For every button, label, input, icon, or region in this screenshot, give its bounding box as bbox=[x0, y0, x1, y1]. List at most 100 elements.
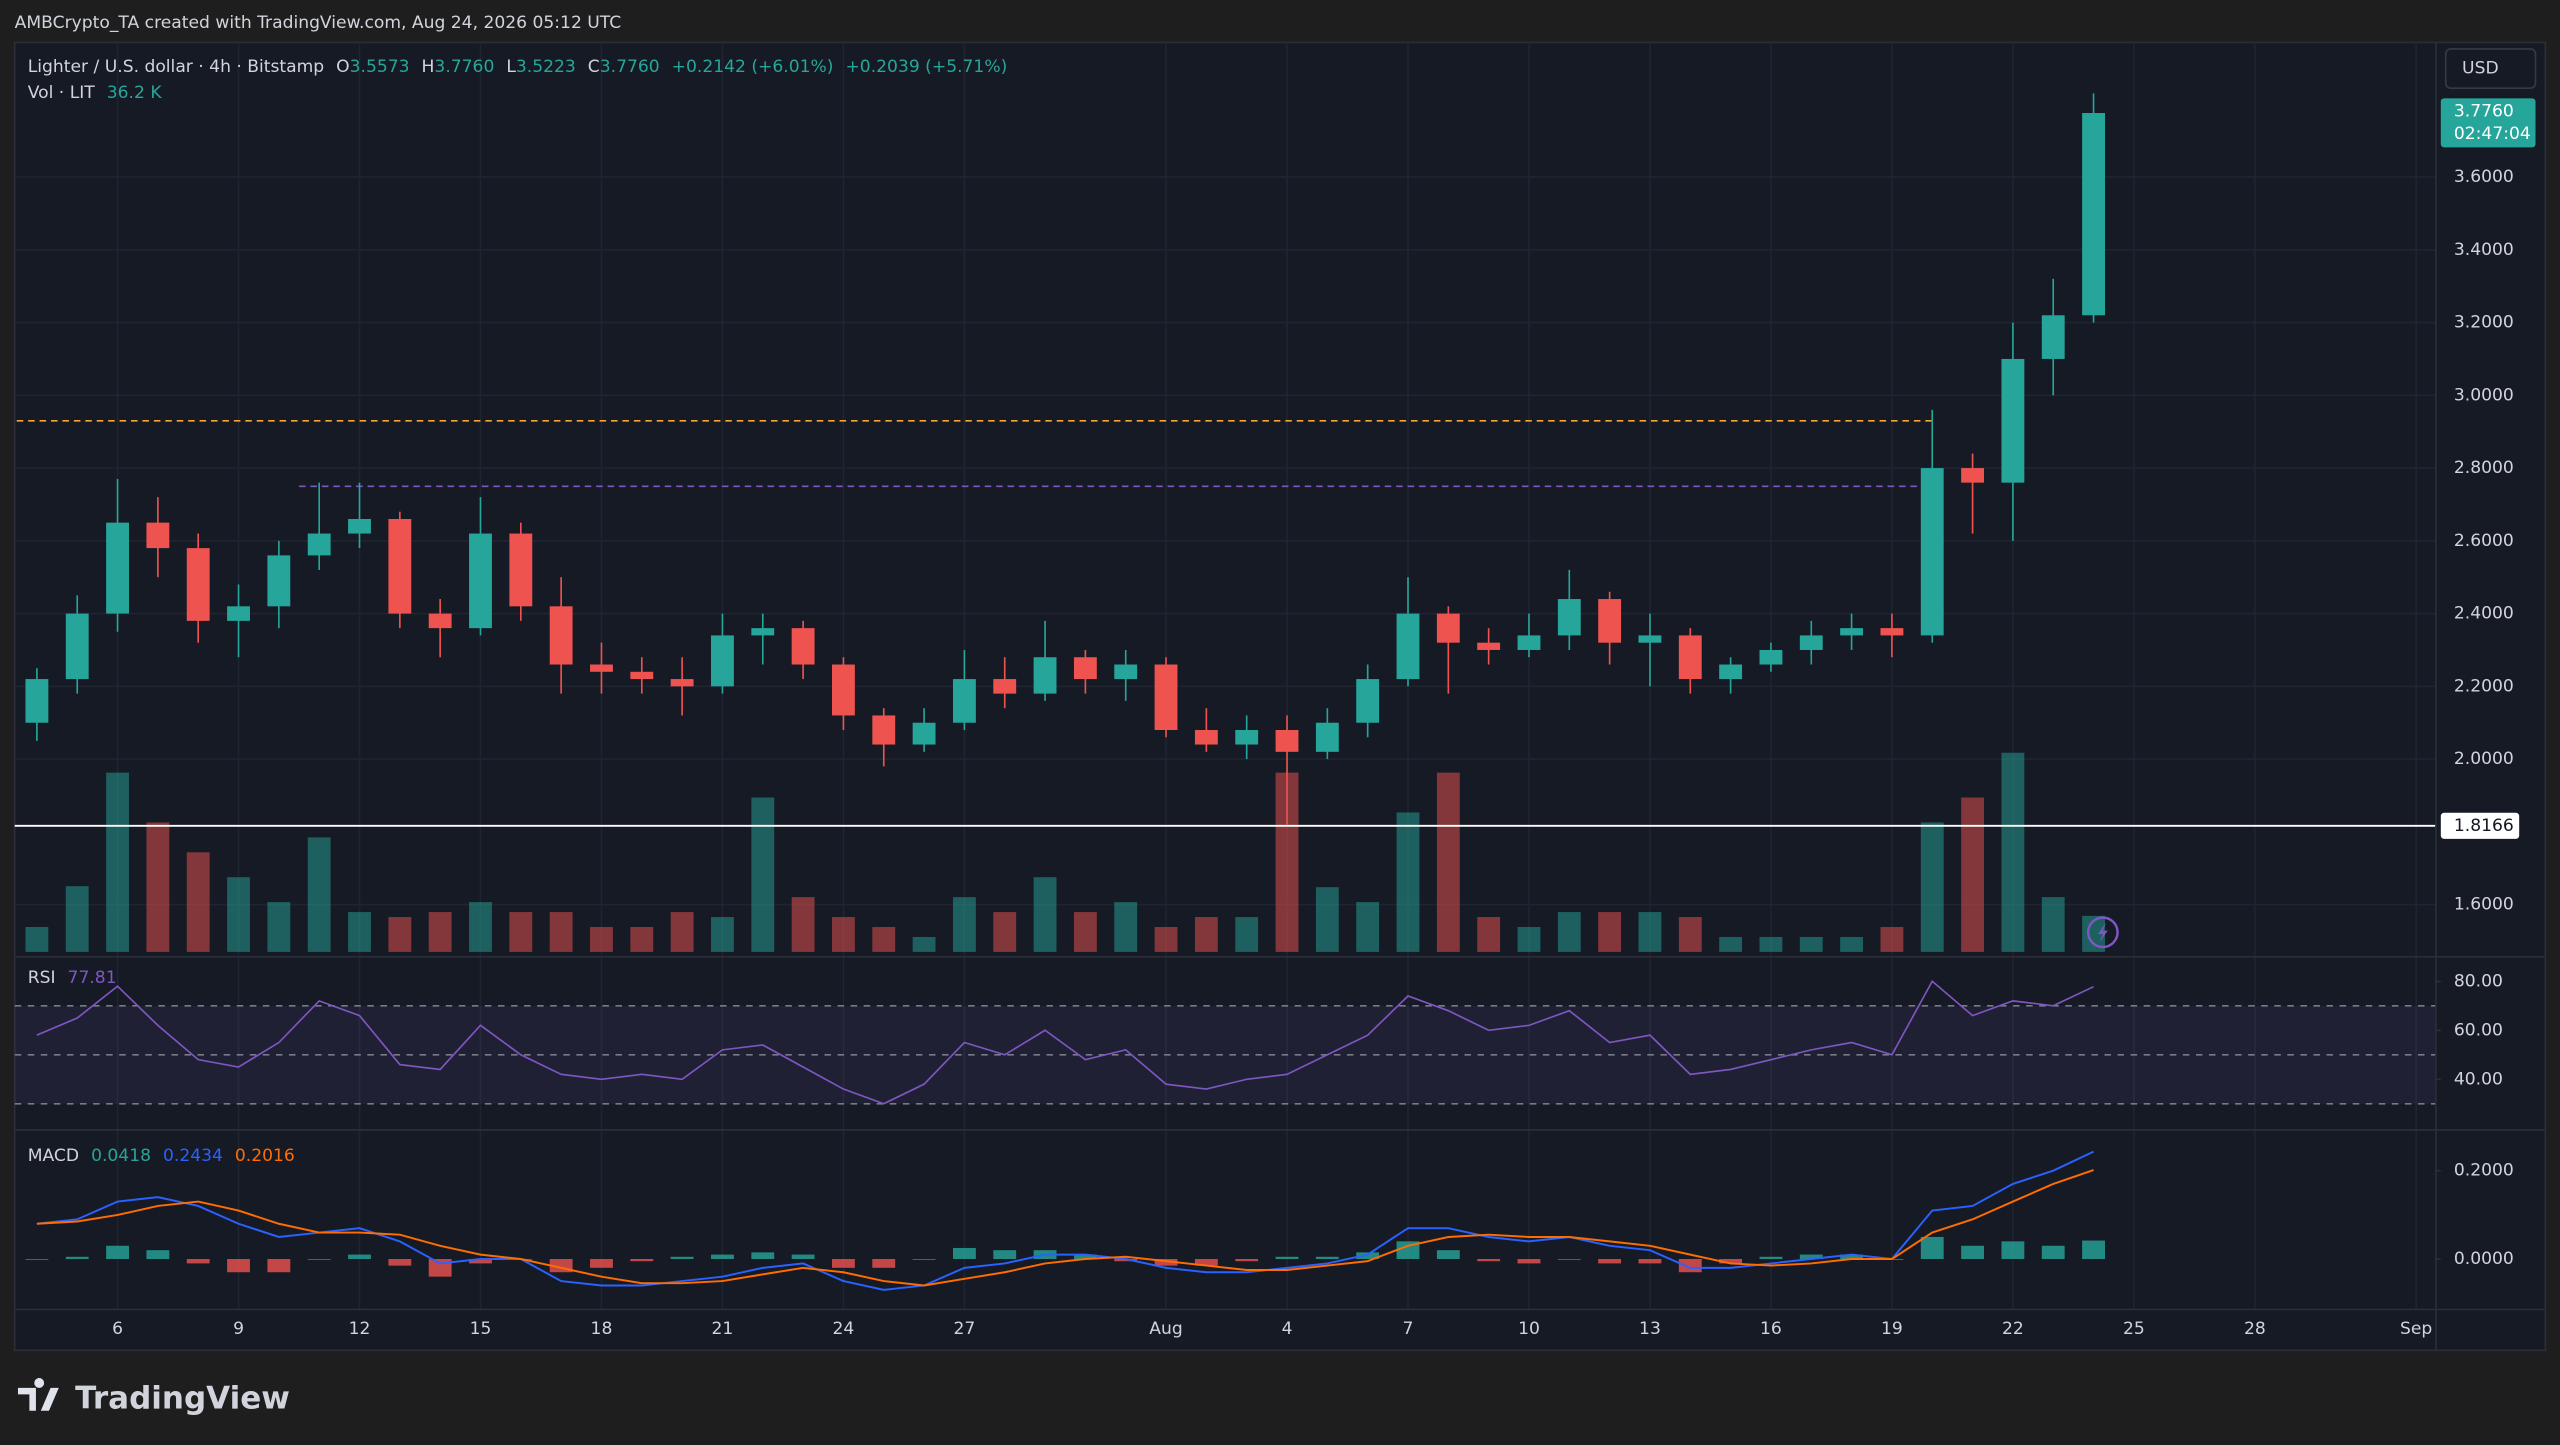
y-tick-label: 2.8000 bbox=[2454, 458, 2514, 478]
alert-icon[interactable] bbox=[2086, 916, 2119, 949]
close-value: 3.7760 bbox=[600, 57, 660, 77]
macd-histogram-bar bbox=[146, 1250, 170, 1259]
y-tick-label: 2.6000 bbox=[2454, 531, 2514, 551]
x-tick-label: 9 bbox=[233, 1319, 244, 1339]
volume-bar bbox=[186, 852, 210, 952]
volume-bar bbox=[2041, 897, 2065, 952]
volume-bar bbox=[993, 912, 1017, 952]
volume-bar bbox=[1638, 912, 1662, 952]
x-tick-label: 22 bbox=[2002, 1319, 2024, 1339]
macd-histogram-bar bbox=[590, 1258, 613, 1268]
candle-body bbox=[751, 628, 775, 636]
logo-icon[interactable] bbox=[17, 1378, 59, 1411]
x-tick-label: Aug bbox=[1149, 1319, 1182, 1339]
logo-text[interactable]: TradingView bbox=[75, 1380, 290, 1416]
volume-bar bbox=[25, 927, 49, 952]
macd-histogram-bar bbox=[1315, 1256, 1339, 1259]
macd-histogram-bar bbox=[2082, 1240, 2105, 1259]
volume-bar bbox=[590, 927, 613, 952]
volume-bar bbox=[2082, 915, 2105, 952]
y-tick-label: 2.4000 bbox=[2454, 604, 2514, 624]
macd-histogram-bar bbox=[227, 1258, 250, 1273]
macd-value: 0.2434 bbox=[163, 1146, 223, 1166]
change: +0.2142 (+6.01%) bbox=[672, 57, 834, 77]
currency-box[interactable] bbox=[2444, 48, 2537, 89]
rsi-legend: RSI 77.81 bbox=[28, 968, 117, 988]
candle-body bbox=[1638, 635, 1662, 643]
last-price-box bbox=[2440, 98, 2536, 148]
x-tick-label: 12 bbox=[349, 1319, 371, 1339]
volume-bar bbox=[146, 822, 170, 952]
y-tick-label: 60.00 bbox=[2454, 1020, 2503, 1040]
macd-histogram-bar bbox=[65, 1256, 89, 1259]
x-tick-label: 10 bbox=[1518, 1319, 1540, 1339]
chart-panel bbox=[13, 41, 2547, 1352]
candle-body bbox=[1356, 679, 1380, 723]
x-tick-label: 19 bbox=[1881, 1319, 1903, 1339]
y-tick-label: 3.4000 bbox=[2454, 240, 2514, 260]
volume-bar bbox=[1315, 887, 1339, 952]
macd-histogram-bar bbox=[1557, 1258, 1581, 1260]
y-tick-label: 3.0000 bbox=[2454, 385, 2514, 405]
y-tick-label: 40.00 bbox=[2454, 1069, 2503, 1089]
macd-legend: MACD 0.0418 0.2434 0.2016 bbox=[28, 1146, 295, 1166]
attribution: AMBCrypto_TA created with TradingView.co… bbox=[15, 13, 622, 33]
volume-bar bbox=[711, 917, 734, 952]
volume-bar bbox=[1517, 927, 1541, 952]
macd-histogram-bar bbox=[1719, 1258, 1743, 1264]
currency-label[interactable]: USD bbox=[2462, 59, 2499, 79]
low-label: L bbox=[506, 57, 516, 77]
candle-body bbox=[1961, 468, 1984, 483]
signal-value: 0.2016 bbox=[235, 1146, 295, 1166]
macd-histogram-bar bbox=[912, 1258, 936, 1260]
candle-body bbox=[2082, 113, 2105, 316]
macd-histogram-bar bbox=[1114, 1258, 1138, 1262]
volume-bar bbox=[751, 797, 775, 952]
alert-bolt[interactable] bbox=[2097, 922, 2108, 943]
macd-histogram-bar bbox=[1840, 1254, 1864, 1259]
y-tick-label: 2.0000 bbox=[2454, 749, 2514, 769]
volume-bar bbox=[549, 912, 573, 952]
macd-histogram-bar bbox=[186, 1258, 210, 1264]
volume-bar bbox=[1114, 902, 1138, 952]
x-tick-label: 13 bbox=[1639, 1319, 1661, 1339]
volume-bar bbox=[1154, 927, 1178, 952]
candle-body bbox=[428, 613, 452, 629]
high-label: H bbox=[422, 57, 435, 77]
macd-histogram-bar bbox=[1396, 1241, 1420, 1259]
logo[interactable]: TradingView bbox=[17, 1378, 290, 1416]
macd-histogram-bar bbox=[25, 1258, 49, 1260]
volume-bar bbox=[1719, 936, 1743, 952]
candle-body bbox=[1799, 635, 1823, 650]
open-value: 3.5573 bbox=[350, 57, 410, 77]
change-alt: +0.2039 (+5.71%) bbox=[845, 57, 1007, 77]
volume-bar bbox=[832, 917, 855, 952]
macd-histogram-bar bbox=[711, 1254, 734, 1259]
x-tick-label: 28 bbox=[2244, 1319, 2266, 1339]
candle-body bbox=[549, 606, 573, 665]
candle-body bbox=[1114, 664, 1138, 680]
x-tick-label: 24 bbox=[833, 1319, 855, 1339]
volume-bar bbox=[1799, 936, 1823, 952]
candle-body bbox=[2001, 358, 2025, 483]
macd-histogram-bar bbox=[751, 1252, 775, 1259]
macd-line bbox=[36, 1150, 2094, 1291]
volume-bar bbox=[428, 912, 452, 952]
price-line-label: 1.8166 bbox=[2454, 816, 2514, 836]
macd-histogram-bar bbox=[348, 1254, 371, 1259]
candle-body bbox=[791, 628, 815, 665]
volume-bar bbox=[912, 936, 936, 952]
macd-histogram-bar bbox=[1235, 1258, 1259, 1262]
currency-button[interactable]: USD bbox=[2444, 48, 2537, 89]
macd-title: MACD bbox=[28, 1146, 79, 1166]
macd-histogram-bar bbox=[469, 1258, 492, 1264]
axis: 6 9 12 15 18 21 24 27 Aug 4 7 10 13 16 19 22 25 28 Sep 1.60… bbox=[14, 42, 2546, 1351]
macd-histogram-bar bbox=[1275, 1256, 1299, 1259]
macd-histogram-bar bbox=[1477, 1258, 1501, 1262]
volume-bar bbox=[1678, 917, 1702, 952]
candle-body bbox=[590, 664, 613, 672]
candle-body bbox=[1517, 635, 1541, 650]
x-tick-label: 25 bbox=[2123, 1319, 2145, 1339]
volume-bar bbox=[1275, 772, 1299, 952]
